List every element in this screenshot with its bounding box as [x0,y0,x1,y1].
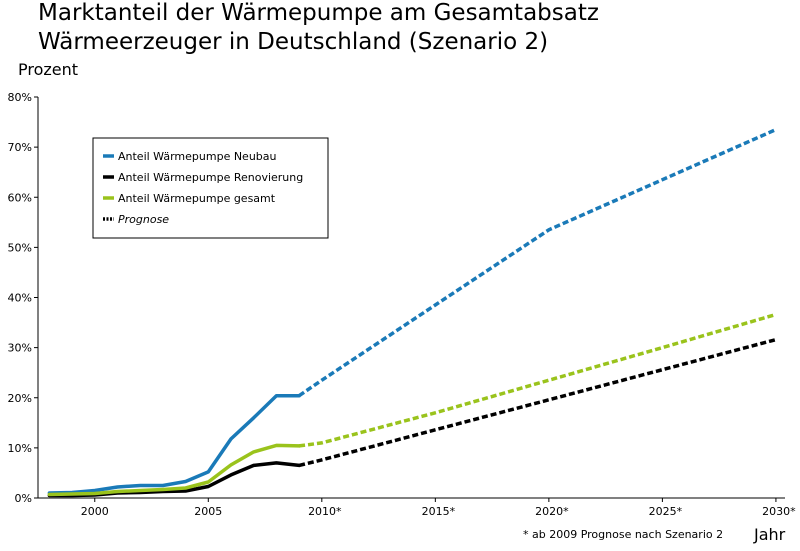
y-tick-label: 50% [8,241,32,254]
legend-label: Prognose [118,213,169,226]
legend-label: Anteil Wärmepumpe Neubau [118,150,277,163]
y-tick-label: 70% [8,141,32,154]
legend-box [92,137,329,239]
legend: Anteil Wärmepumpe Neubau Anteil Wärmepump… [92,137,329,239]
y-tick-label: 30% [8,342,32,355]
y-axis-label: Prozent [18,60,79,79]
x-tick-label: 2020* [535,505,569,518]
y-tick-label: 0% [15,492,32,505]
series-line-forecast-2 [298,312,777,448]
axis-ticks: 0% 10% 20% 30% 40% 50% 60% 70% 80% 2000 2005 2010* 2… [8,91,797,518]
y-tick-label: 40% [8,292,32,305]
x-tick-label: 2015* [422,505,456,518]
x-tick-label: 2000 [81,505,109,518]
series-line-actual-2 [47,443,301,497]
y-tick-label: 10% [8,442,32,455]
y-tick-label: 60% [8,191,32,204]
y-tick-label: 80% [8,91,32,104]
x-tick-label: 2025* [649,505,683,518]
series-line-actual-0 [47,393,301,495]
x-tick-label: 2005 [194,505,222,518]
legend-label: Anteil Wärmepumpe gesamt [118,192,276,205]
series-line-forecast-1 [298,337,777,468]
legend-label: Anteil Wärmepumpe Renovierung [118,171,303,184]
chart-title-line-1: Marktanteil der Wärmepumpe am Gesamtabsa… [38,0,599,26]
forecast-footnote: * ab 2009 Prognose nach Szenario 2 [523,528,724,541]
x-axis-label: Jahr [754,525,786,544]
x-tick-label: 2010* [308,505,342,518]
y-tick-label: 20% [8,392,32,405]
chart-title-line-2: Wärmeerzeuger in Deutschland (Szenario 2… [38,29,549,55]
series-line-forecast-0 [298,127,777,398]
series-lines [47,127,777,498]
x-tick-label: 2030* [762,505,796,518]
